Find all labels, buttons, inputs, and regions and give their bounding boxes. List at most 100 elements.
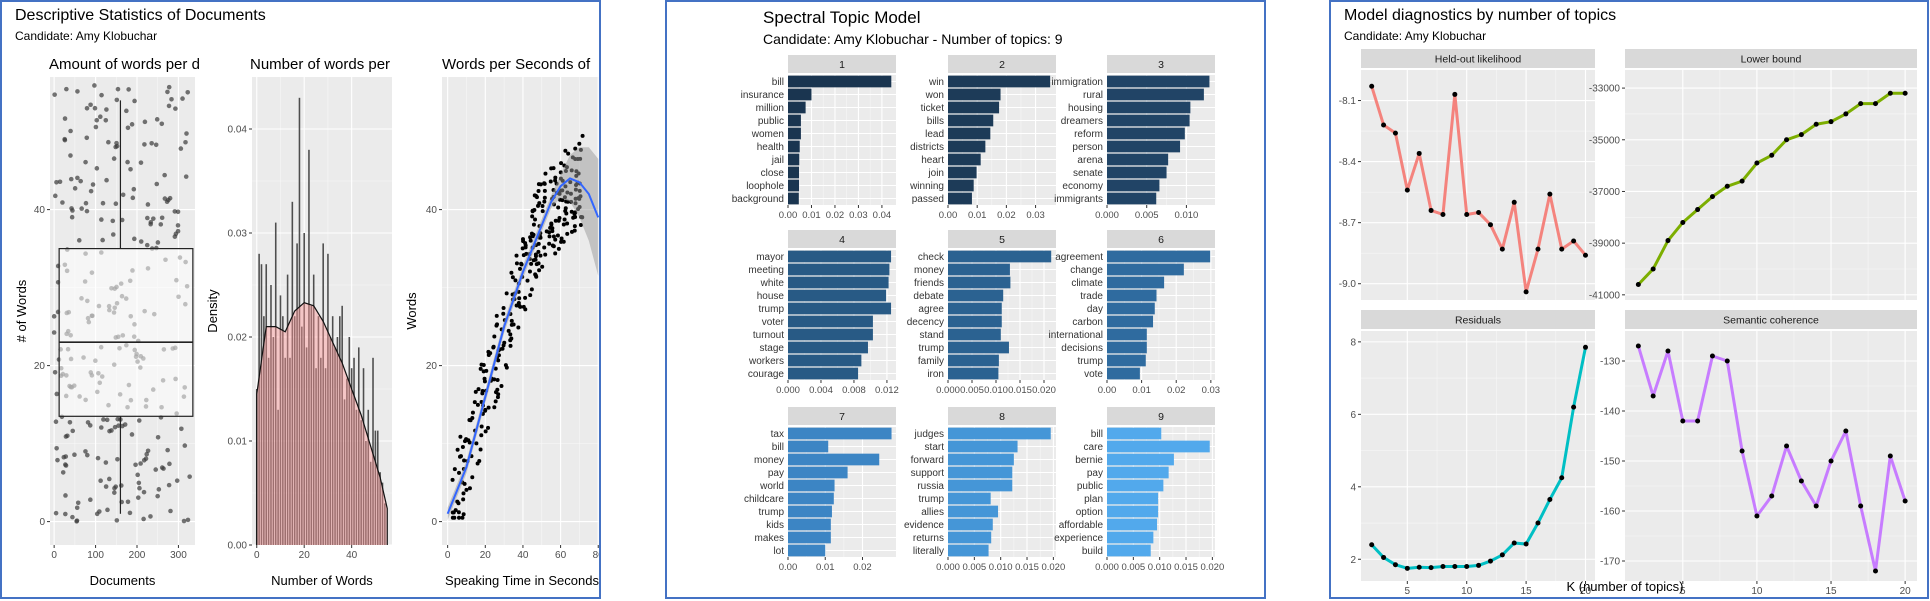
- histogram-bar: [284, 357, 287, 545]
- series-point: [1680, 418, 1686, 424]
- data-point: [84, 135, 90, 141]
- data-point: [547, 241, 552, 246]
- term-label: bill: [772, 77, 784, 88]
- data-point: [92, 83, 97, 88]
- data-point: [52, 369, 58, 375]
- term-bar: [788, 263, 890, 276]
- data-point: [111, 156, 117, 161]
- data-point: [509, 318, 514, 323]
- term-bar: [948, 289, 1004, 302]
- chart-title: Number of words per: [250, 56, 390, 73]
- data-point: [52, 92, 57, 97]
- data-point: [155, 240, 161, 245]
- histogram-bar: [303, 233, 305, 545]
- facet-strip: [948, 230, 1056, 248]
- data-point: [60, 470, 66, 475]
- diagnostic-facet: Lower bound -33000 -35000 -37000 -39000 -4100…: [1589, 49, 1917, 301]
- series-point: [1887, 453, 1893, 459]
- data-point: [68, 153, 73, 158]
- data-point: [551, 244, 556, 249]
- x-tick-label: 0.01: [802, 210, 821, 221]
- term-label: dreamers: [1061, 116, 1103, 127]
- data-point: [472, 400, 477, 405]
- term-bar: [788, 544, 826, 557]
- data-point: [514, 261, 519, 266]
- term-bar: [948, 179, 974, 192]
- y-axis-label: Words: [404, 292, 419, 330]
- data-point: [540, 264, 545, 269]
- data-point: [114, 518, 120, 523]
- data-point: [494, 313, 499, 318]
- data-point: [154, 117, 160, 122]
- term-bar: [948, 367, 999, 380]
- x-tick-label: 15: [1521, 586, 1533, 597]
- x-tick-label: 0.03: [1026, 210, 1045, 221]
- term-label: childcare: [744, 494, 784, 505]
- term-bar: [788, 153, 800, 166]
- facet-label: Lower bound: [1741, 54, 1802, 66]
- histogram-bar: [372, 357, 374, 545]
- data-point: [550, 229, 555, 234]
- term-label: start: [925, 442, 945, 453]
- x-tick-label: 20: [1580, 586, 1592, 597]
- data-point: [509, 270, 514, 275]
- x-tick-label: 0.02: [1167, 385, 1186, 396]
- series-point: [1547, 191, 1553, 197]
- term-bar: [1107, 341, 1147, 354]
- data-point: [83, 200, 89, 206]
- data-point: [461, 512, 466, 517]
- y-tick-label: -170: [1600, 557, 1620, 568]
- term-bar: [1107, 140, 1181, 153]
- panel-subtitle: Candidate: Amy Klobuchar - Number of top…: [763, 31, 1063, 47]
- data-point: [495, 377, 500, 382]
- facet-strip: [1107, 407, 1215, 425]
- data-point: [137, 485, 142, 491]
- term-label: literally: [913, 546, 944, 557]
- data-point: [464, 487, 469, 492]
- y-tick-label: -160: [1600, 507, 1620, 518]
- y-tick-label: -8.7: [1339, 218, 1357, 229]
- data-point: [166, 482, 172, 488]
- series-point: [1416, 150, 1422, 156]
- data-point: [148, 514, 153, 519]
- data-point: [533, 193, 538, 198]
- data-point: [476, 387, 481, 392]
- series-point: [1784, 443, 1790, 449]
- facet-label: Semantic coherence: [1723, 315, 1819, 327]
- x-tick-label: 0.000: [776, 385, 800, 396]
- stm-panel: Spectral Topic Model Candidate: Amy Klob…: [665, 0, 1266, 599]
- x-tick-label: 10: [1751, 586, 1763, 597]
- density-curve: [256, 302, 388, 545]
- term-label: lot: [773, 546, 784, 557]
- term-label: money: [754, 455, 784, 466]
- series-point: [1769, 152, 1775, 158]
- term-bar: [948, 427, 1051, 440]
- histogram-bar: [322, 243, 324, 545]
- data-point: [115, 416, 121, 422]
- data-point: [132, 98, 137, 104]
- x-tick-label: 0.015: [1174, 562, 1198, 573]
- data-point: [154, 181, 160, 187]
- term-label: trade: [1080, 291, 1103, 302]
- data-point: [580, 133, 585, 138]
- data-point: [115, 456, 120, 462]
- x-tick-label: 20: [480, 550, 492, 561]
- data-point: [464, 437, 469, 442]
- term-bar: [788, 88, 812, 101]
- term-label: senate: [1073, 168, 1103, 179]
- data-point: [142, 142, 147, 147]
- data-point: [529, 261, 534, 266]
- term-label: stand: [920, 330, 944, 341]
- histogram-bar: [274, 222, 277, 545]
- series-point: [1381, 122, 1387, 128]
- series-point: [1858, 503, 1864, 509]
- y-tick-label: 0: [39, 517, 45, 528]
- x-tick-label: 0.005: [1135, 210, 1159, 221]
- term-bar: [948, 88, 1001, 101]
- term-label: agree: [918, 304, 944, 315]
- data-point: [492, 334, 497, 339]
- histogram-bar: [329, 337, 332, 545]
- x-tick-label: 0.000: [1095, 562, 1119, 573]
- term-label: districts: [910, 142, 944, 153]
- series-point: [1872, 101, 1878, 107]
